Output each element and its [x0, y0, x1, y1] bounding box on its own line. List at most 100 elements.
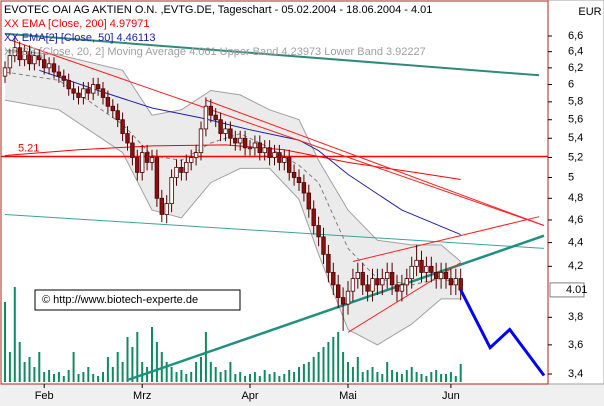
candle-body — [76, 92, 81, 98]
candle-body — [12, 47, 17, 57]
candle-body — [125, 133, 130, 144]
volume-bar — [111, 367, 114, 382]
projection-line — [459, 289, 546, 377]
volume-bar — [283, 374, 286, 382]
chart-title: EVOTEC OAI AG AKTIEN O.N. ,EVTG.DE, Tage… — [4, 4, 432, 16]
volume-bar — [263, 370, 266, 382]
volume-bar — [298, 367, 300, 382]
candle-body — [198, 128, 204, 154]
y-tick-label: 5,6 — [568, 114, 583, 126]
volume-bar — [459, 364, 462, 382]
y-axis-panel — [547, 0, 604, 385]
candle-body — [61, 75, 66, 81]
y-tick-label: 4,8 — [568, 192, 583, 204]
volume-bar — [342, 352, 345, 382]
candle-body — [365, 284, 370, 292]
volume-bar — [366, 370, 369, 382]
trend-line — [205, 99, 545, 226]
volume-bar — [430, 372, 433, 382]
candle-body — [394, 284, 400, 292]
volume-bar — [57, 372, 60, 382]
volume-bar — [239, 372, 242, 382]
volume-bar — [28, 357, 31, 382]
volume-bar — [116, 352, 119, 382]
volume-bar — [214, 367, 217, 382]
candle-body — [375, 278, 380, 286]
candle-body — [301, 182, 307, 194]
volume-bar — [219, 372, 222, 382]
candle-body — [144, 152, 150, 163]
candle-body — [247, 147, 253, 150]
volume-bar — [77, 374, 80, 382]
y-tick-label: 5 — [568, 171, 574, 183]
volume-bar — [48, 370, 51, 382]
candle-body — [237, 137, 243, 144]
candle-body — [424, 265, 429, 273]
candle-body — [184, 162, 189, 173]
y-tick-label: 4,6 — [568, 214, 583, 226]
band-lower — [4, 99, 461, 346]
x-axis-panel — [0, 384, 604, 406]
candle-body — [105, 97, 111, 107]
y-tick-label: 6,4 — [568, 46, 583, 58]
volume-bar — [293, 372, 296, 382]
volume-bar — [435, 370, 438, 382]
last-price-label: 4.01 — [566, 284, 587, 296]
candle-body — [282, 157, 287, 163]
candle-body — [110, 105, 115, 112]
y-tick-label: 3,6 — [568, 339, 583, 351]
candle-body — [223, 128, 228, 134]
horizontal-line-label: 5.21 — [18, 142, 39, 154]
volume-bar — [258, 376, 261, 382]
volume-bar — [229, 362, 232, 382]
volume-bar — [405, 370, 408, 382]
volume-bar — [23, 362, 26, 382]
candle-body — [208, 105, 213, 116]
candle-body — [419, 259, 424, 273]
candle-body — [233, 137, 238, 144]
candle-body — [213, 114, 218, 121]
candle-body — [188, 157, 194, 163]
volume-bar — [327, 342, 330, 382]
candle-body — [331, 272, 336, 286]
volume-bar — [249, 374, 251, 382]
candle-body — [438, 272, 444, 280]
candle-body — [326, 253, 331, 273]
volume-bar — [53, 374, 55, 382]
x-tick-label: Feb — [35, 390, 54, 402]
volume-bar — [332, 337, 335, 382]
candle-body — [242, 137, 248, 149]
volume-bar — [87, 367, 90, 382]
last-price-box — [549, 282, 585, 298]
volume-bar — [126, 337, 129, 382]
volume-bar — [195, 362, 198, 382]
volume-bar — [209, 362, 212, 382]
copyright: © http://www.biotech-experte.de — [42, 294, 198, 306]
volume-bar — [288, 370, 291, 382]
volume-bar — [204, 332, 207, 382]
candle-body — [154, 157, 160, 199]
volume-bar — [351, 367, 354, 382]
candle-body — [291, 172, 297, 178]
volume-bar — [190, 372, 193, 382]
candle-body — [345, 290, 351, 305]
legend-entry: XX EMA[2] [Close, 50] 4.46113 — [4, 32, 155, 44]
candle-body — [384, 272, 390, 280]
candle-body — [22, 51, 27, 61]
candle-body — [262, 147, 267, 154]
candle-body — [51, 63, 57, 73]
volume-bar — [72, 352, 75, 382]
volume-bar — [180, 370, 183, 382]
volume-bar — [141, 362, 144, 382]
volume-bar — [102, 372, 104, 382]
volume-bar — [449, 372, 452, 382]
legend-entry: XX EMA [Close, 200] 4.97971 — [4, 18, 150, 30]
currency: EUR — [578, 6, 601, 18]
candle-body — [174, 166, 179, 178]
band-fill — [5, 50, 461, 345]
volume-bar — [278, 376, 281, 382]
candle-body — [164, 203, 169, 215]
volume-bar — [185, 374, 188, 382]
band-upper — [4, 49, 462, 262]
